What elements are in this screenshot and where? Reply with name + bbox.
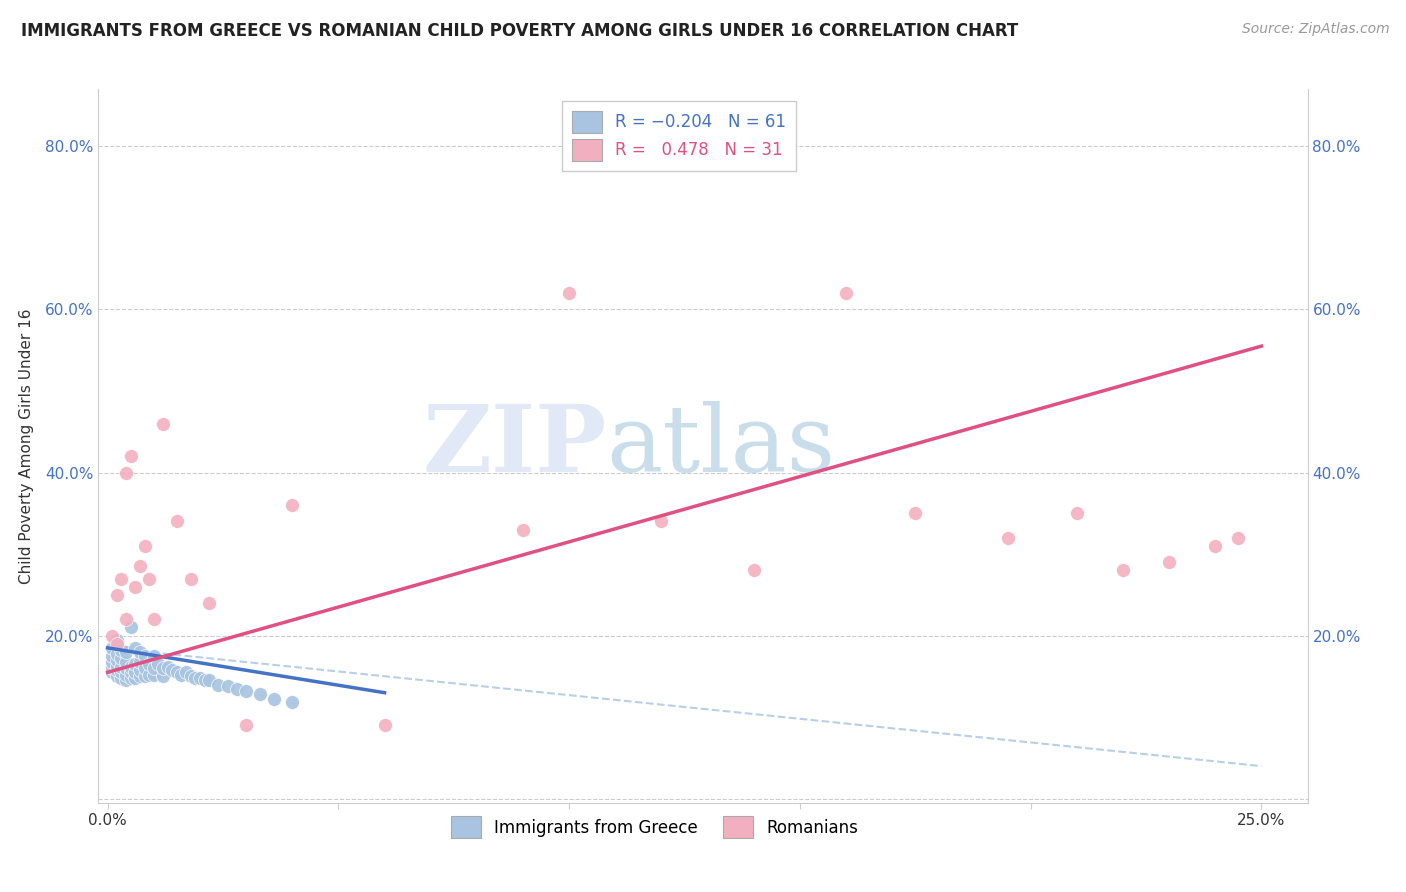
Point (105, 647, 128, 661)
Point (105, 588, 128, 602)
Point (138, 667, 160, 681)
Point (142, 648, 165, 663)
Point (129, 645, 152, 659)
Point (166, 515, 188, 529)
Point (105, 653, 128, 667)
Point (134, 539, 156, 553)
Point (115, 661, 138, 675)
Point (120, 659, 142, 673)
Point (129, 655, 152, 669)
Point (217, 679, 239, 693)
Point (120, 449, 142, 463)
Point (110, 651, 132, 665)
Point (180, 572, 202, 586)
Point (235, 718, 257, 732)
Point (997, 531, 1019, 545)
Point (110, 659, 132, 673)
Point (835, 286, 858, 301)
Point (101, 661, 124, 675)
Point (235, 684, 257, 698)
Point (1204, 539, 1226, 553)
Point (120, 620, 142, 634)
Point (101, 655, 124, 669)
Point (558, 286, 581, 301)
Point (1227, 531, 1250, 545)
Text: ZIP: ZIP (422, 401, 606, 491)
Point (1112, 563, 1135, 577)
Text: Source: ZipAtlas.com: Source: ZipAtlas.com (1241, 22, 1389, 37)
Point (152, 669, 174, 683)
Point (129, 669, 152, 683)
Legend: Immigrants from Greece, Romanians: Immigrants from Greece, Romanians (444, 810, 865, 845)
Point (115, 673, 138, 688)
Point (138, 657, 160, 672)
Point (120, 671, 142, 685)
Point (105, 669, 128, 683)
Point (170, 667, 193, 681)
Point (142, 661, 165, 675)
Point (249, 687, 271, 701)
Point (281, 498, 304, 512)
Point (110, 572, 132, 586)
Point (110, 665, 132, 680)
Point (134, 661, 156, 675)
Point (742, 563, 765, 577)
Point (129, 663, 152, 677)
Point (198, 673, 221, 688)
Point (115, 667, 138, 681)
Point (120, 665, 142, 680)
Point (184, 671, 207, 685)
Point (148, 657, 170, 672)
Point (174, 665, 197, 680)
Point (105, 658, 128, 673)
Point (152, 417, 174, 431)
Point (156, 659, 179, 673)
Point (129, 559, 152, 574)
Point (193, 673, 215, 688)
Point (105, 637, 128, 651)
Point (1066, 506, 1088, 520)
Point (1159, 555, 1181, 569)
Point (124, 657, 146, 672)
Point (101, 640, 124, 655)
Point (374, 718, 396, 732)
Text: atlas: atlas (606, 401, 835, 491)
Point (110, 671, 132, 685)
Point (263, 692, 285, 706)
Point (142, 612, 165, 626)
Point (134, 648, 156, 663)
Point (512, 523, 534, 537)
Point (904, 506, 927, 520)
Point (105, 632, 128, 647)
Point (101, 629, 124, 643)
Point (281, 696, 304, 710)
Point (124, 580, 146, 594)
Point (134, 669, 156, 683)
Point (115, 466, 138, 480)
Point (105, 663, 128, 677)
Point (124, 640, 146, 655)
Point (138, 572, 160, 586)
Point (115, 645, 138, 659)
Point (115, 612, 138, 626)
Point (650, 515, 672, 529)
Point (152, 661, 174, 675)
Point (198, 596, 221, 610)
Point (207, 677, 229, 691)
Point (101, 665, 124, 680)
Point (115, 655, 138, 669)
Point (124, 665, 146, 680)
Point (101, 648, 124, 663)
Point (180, 669, 202, 683)
Point (188, 671, 211, 685)
Point (166, 665, 188, 680)
Y-axis label: Child Poverty Among Girls Under 16: Child Poverty Among Girls Under 16 (18, 309, 34, 583)
Point (124, 671, 146, 685)
Point (225, 681, 247, 696)
Text: IMMIGRANTS FROM GREECE VS ROMANIAN CHILD POVERTY AMONG GIRLS UNDER 16 CORRELATIO: IMMIGRANTS FROM GREECE VS ROMANIAN CHILD… (21, 22, 1018, 40)
Point (110, 643, 132, 657)
Point (162, 663, 184, 677)
Point (142, 667, 165, 681)
